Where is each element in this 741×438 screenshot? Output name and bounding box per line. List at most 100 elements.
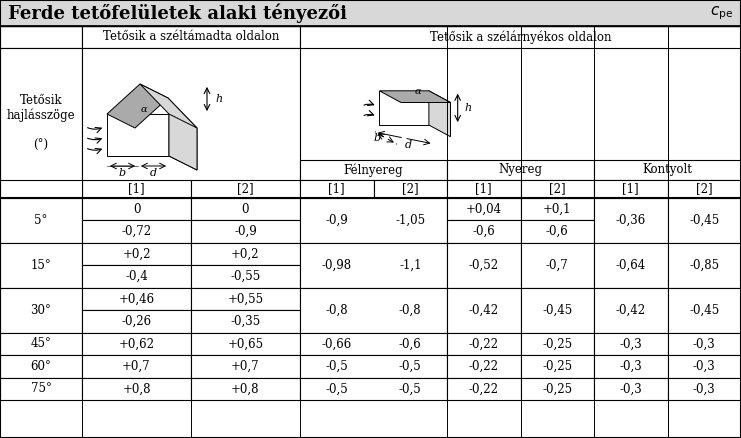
Text: [2]: [2] [237,183,254,195]
Bar [300,243,447,288]
Polygon shape [169,114,197,170]
Bar [191,243,300,265]
Text: [2]: [2] [696,183,713,195]
Text: [1]: [1] [622,183,639,195]
Bar [447,333,520,355]
Text: -0,64: -0,64 [616,259,646,272]
Text: -0,5: -0,5 [325,382,348,395]
Text: Tetősik
hajlásszöge

(°): Tetősik hajlásszöge (°) [7,94,76,152]
Text: -0,25: -0,25 [542,337,572,350]
Bar [82,180,191,198]
Bar [594,288,668,333]
Text: +0,7: +0,7 [231,360,260,373]
Polygon shape [107,114,169,156]
Text: +0,2: +0,2 [231,247,260,261]
Bar [0,378,82,400]
Bar [300,26,741,48]
Text: -0,3: -0,3 [693,360,716,373]
Text: -0,45: -0,45 [542,304,572,317]
Text: +0,65: +0,65 [227,337,264,350]
Text: 0: 0 [242,203,249,216]
Text: -0,3: -0,3 [619,382,642,395]
Text: α: α [141,106,147,114]
Bar [82,26,300,48]
Bar [191,288,300,310]
Bar [447,180,520,198]
Text: -0,66: -0,66 [322,337,352,350]
Bar [82,243,191,265]
Text: -0,6: -0,6 [546,225,568,238]
Bar [0,243,82,288]
Bar [594,333,668,355]
Text: -0,3: -0,3 [619,360,642,373]
Bar [82,355,191,378]
Text: [2]: [2] [402,183,419,195]
Text: -0,85: -0,85 [689,259,720,272]
Text: -0,45: -0,45 [689,214,720,227]
Bar [191,310,300,333]
Text: -0,5: -0,5 [325,360,348,373]
Text: -0,42: -0,42 [469,304,499,317]
Bar [82,310,191,333]
Text: -0,3: -0,3 [693,382,716,395]
Polygon shape [379,91,429,125]
Bar [668,333,741,355]
Text: -0,6: -0,6 [399,337,422,350]
Bar [447,355,520,378]
Text: -0,35: -0,35 [230,315,261,328]
Text: Tetősik a szélárnyékos oldalon: Tetősik a szélárnyékos oldalon [430,30,611,44]
Bar [82,333,191,355]
Bar [594,243,668,288]
Text: -0,22: -0,22 [469,360,499,373]
Bar [447,198,520,220]
Text: Félnyereg: Félnyereg [344,163,403,177]
Bar [520,220,594,243]
Bar [594,180,668,198]
Polygon shape [168,98,197,170]
Text: Kontyolt: Kontyolt [642,163,692,177]
Bar [668,243,741,288]
Text: Tetősik a széltámadta oldalon: Tetősik a széltámadta oldalon [103,31,279,43]
Polygon shape [379,91,451,102]
Text: $\mathit{c}_\mathrm{pe}$: $\mathit{c}_\mathrm{pe}$ [710,4,733,22]
Text: h: h [464,103,471,113]
Text: -1,05: -1,05 [395,214,425,227]
Bar [520,333,594,355]
Text: -0,6: -0,6 [472,225,495,238]
Bar [0,198,82,243]
Bar [668,198,741,243]
Text: -0,3: -0,3 [693,337,716,350]
Bar [0,355,82,378]
Polygon shape [429,91,451,137]
Text: -0,52: -0,52 [469,259,499,272]
Bar [300,288,447,333]
Text: [1]: [1] [128,183,144,195]
Bar [0,180,82,198]
Text: +0,55: +0,55 [227,293,264,305]
Bar [0,26,82,48]
Bar [191,198,300,220]
Bar [300,378,447,400]
Text: -0,55: -0,55 [230,270,261,283]
Bar [373,180,447,198]
Polygon shape [107,84,168,128]
Text: +0,8: +0,8 [231,382,260,395]
Text: -0,22: -0,22 [469,382,499,395]
Text: -0,4: -0,4 [125,270,148,283]
Text: b: b [119,168,126,178]
Text: [1]: [1] [328,183,345,195]
Text: -0,3: -0,3 [619,337,642,350]
Bar [82,378,191,400]
Bar [191,333,300,355]
Bar [300,198,447,243]
Bar [520,288,594,333]
Text: -0,8: -0,8 [399,304,422,317]
Text: -0,9: -0,9 [325,214,348,227]
Text: +0,46: +0,46 [119,293,155,305]
Text: -0,45: -0,45 [689,304,720,317]
Bar [82,48,300,198]
Bar [82,288,191,310]
Text: -0,8: -0,8 [325,304,348,317]
Bar [520,378,594,400]
Text: -0,5: -0,5 [399,382,422,395]
